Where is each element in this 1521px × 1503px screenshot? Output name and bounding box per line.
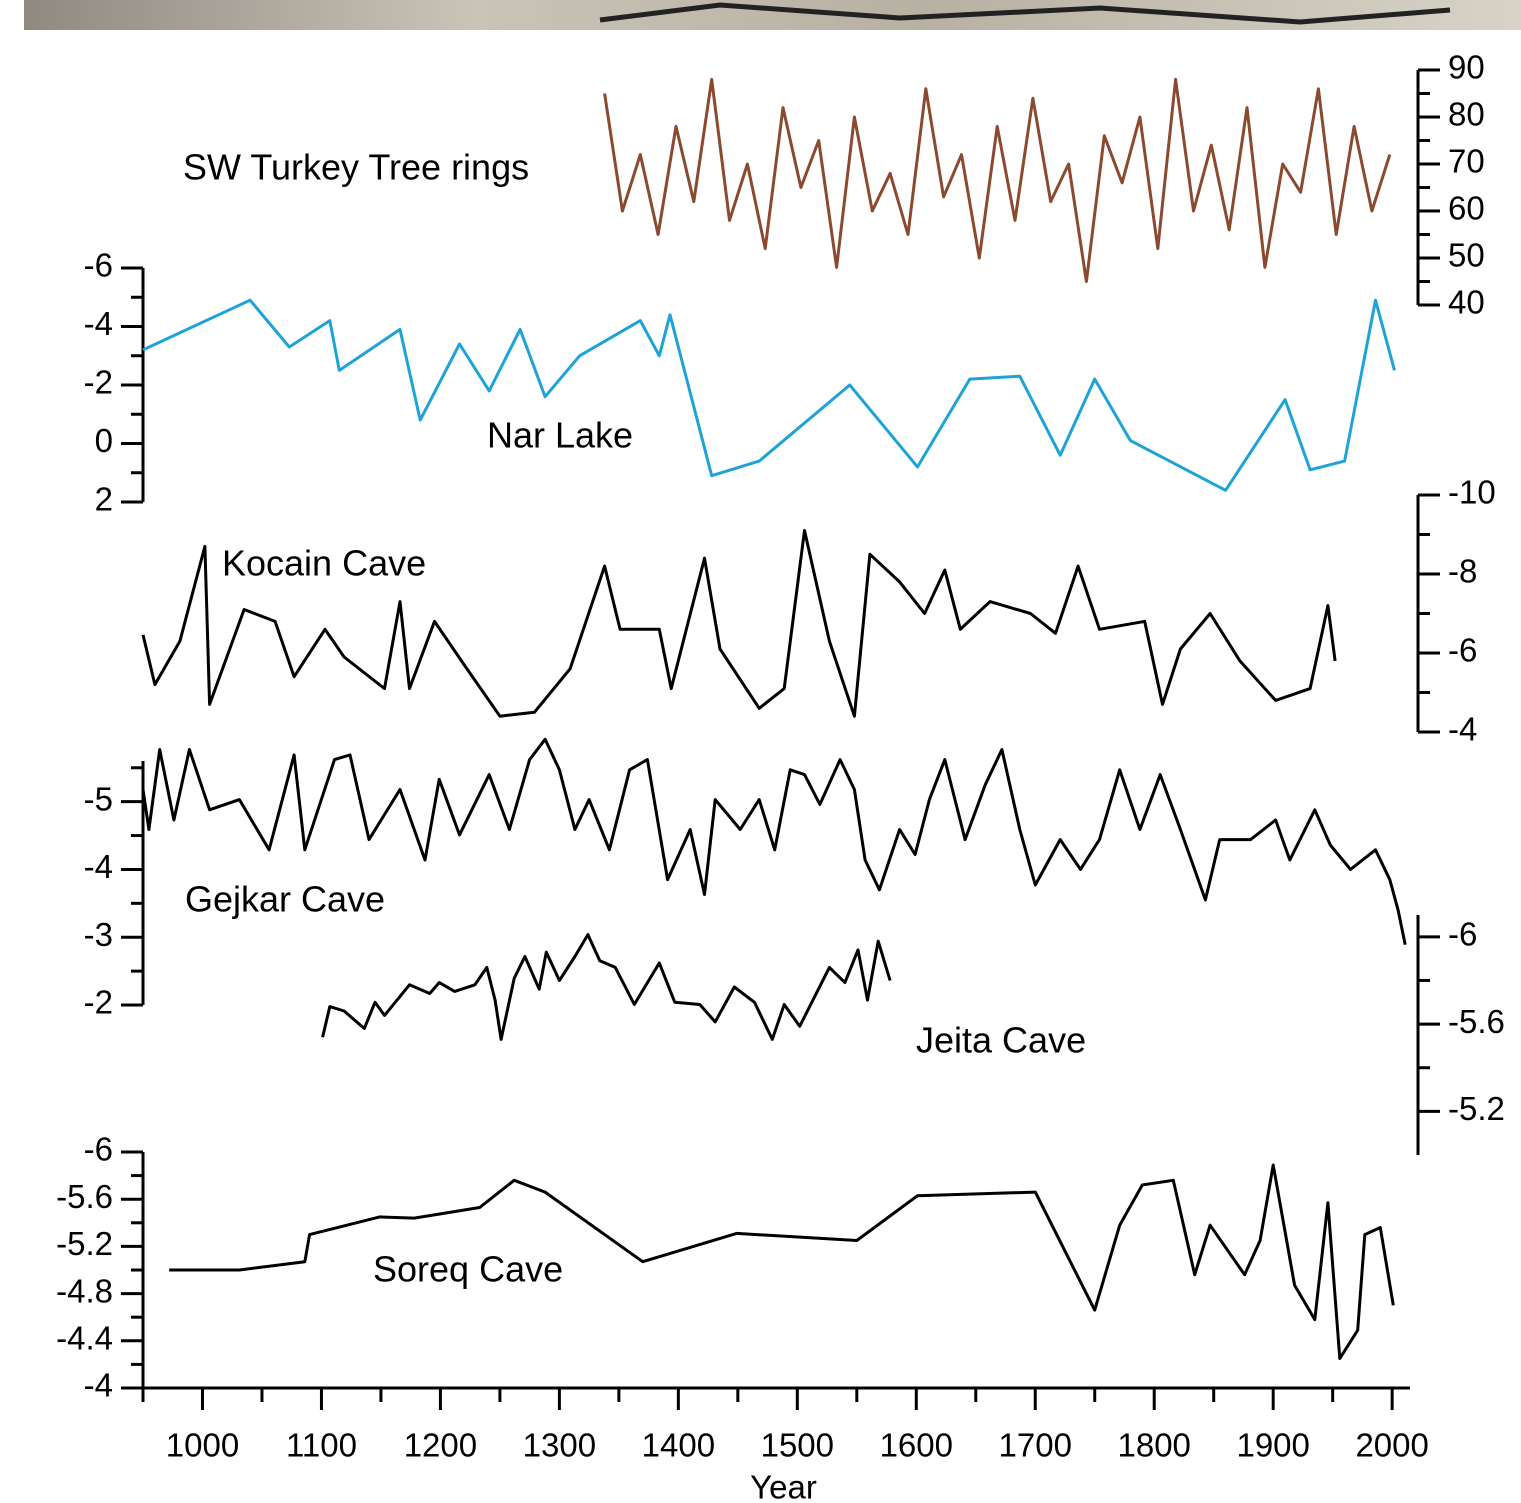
data-line [169, 1163, 1395, 1360]
x-tick-label: 1800 [1118, 1427, 1191, 1464]
y-tick-label: -2 [84, 364, 113, 401]
x-tick-label: 1300 [523, 1427, 596, 1464]
x-tick-label: 1100 [286, 1427, 357, 1464]
header-photo [24, 0, 1521, 30]
y-tick-label: 2 [95, 481, 113, 518]
y-tick-label: -8 [1448, 553, 1477, 590]
y-tick-label: 70 [1448, 143, 1485, 180]
series-label: Kocain Cave [222, 543, 426, 584]
y-tick-label: -5.6 [1448, 1003, 1505, 1040]
series-label: SW Turkey Tree rings [183, 147, 529, 188]
y-tick-label: -6 [84, 247, 113, 284]
y-tick-label: -2 [84, 984, 113, 1021]
x-tick-label: 1900 [1236, 1427, 1309, 1464]
y-tick-label: 50 [1448, 237, 1485, 274]
y-tick-label: -5.2 [1448, 1090, 1505, 1127]
y-tick-label: -4.4 [56, 1320, 113, 1357]
y-tick-label: -10 [1448, 474, 1496, 511]
y-tick-label: 0 [95, 422, 113, 459]
y-tick-label: -4 [1448, 711, 1477, 748]
y-tick-label: 80 [1448, 96, 1485, 133]
y-tick-label: -5.2 [56, 1225, 113, 1262]
y-tick-label: 60 [1448, 190, 1485, 227]
y-tick-label: -4 [84, 1367, 113, 1404]
x-axis-title: Year [750, 1469, 817, 1503]
data-line [603, 77, 1392, 283]
y-tick-label: -4.8 [56, 1272, 113, 1309]
y-tick-label: -5.6 [56, 1178, 113, 1215]
y-tick-label: -6 [84, 1131, 113, 1168]
x-tick-label: 1700 [999, 1427, 1072, 1464]
x-tick-label: 1600 [880, 1427, 953, 1464]
header-photo-detail [599, 2, 1451, 25]
y-tick-label: -4 [84, 848, 113, 885]
series-label: Soreq Cave [373, 1249, 563, 1290]
x-tick-label: 1200 [404, 1427, 477, 1464]
y-tick-label: 40 [1448, 284, 1485, 321]
x-tick-label: 1400 [642, 1427, 715, 1464]
y-tick-label: -6 [1448, 632, 1477, 669]
data-line [141, 529, 1337, 718]
series-label: Gejkar Cave [185, 879, 385, 920]
series-label: Jeita Cave [916, 1020, 1086, 1061]
y-tick-label: -4 [84, 305, 113, 342]
y-tick-label: -3 [84, 916, 113, 953]
y-tick-label: -6 [1448, 916, 1477, 953]
data-line [142, 298, 1396, 492]
x-tick-label: 1000 [166, 1427, 239, 1464]
x-tick-label: 1500 [761, 1427, 834, 1464]
y-tick-label: -5 [84, 780, 113, 817]
series-label: Nar Lake [487, 415, 633, 456]
data-line [321, 933, 892, 1041]
y-tick-label: 90 [1448, 49, 1485, 86]
x-tick-label: 2000 [1355, 1427, 1428, 1464]
data-line [141, 737, 1407, 946]
